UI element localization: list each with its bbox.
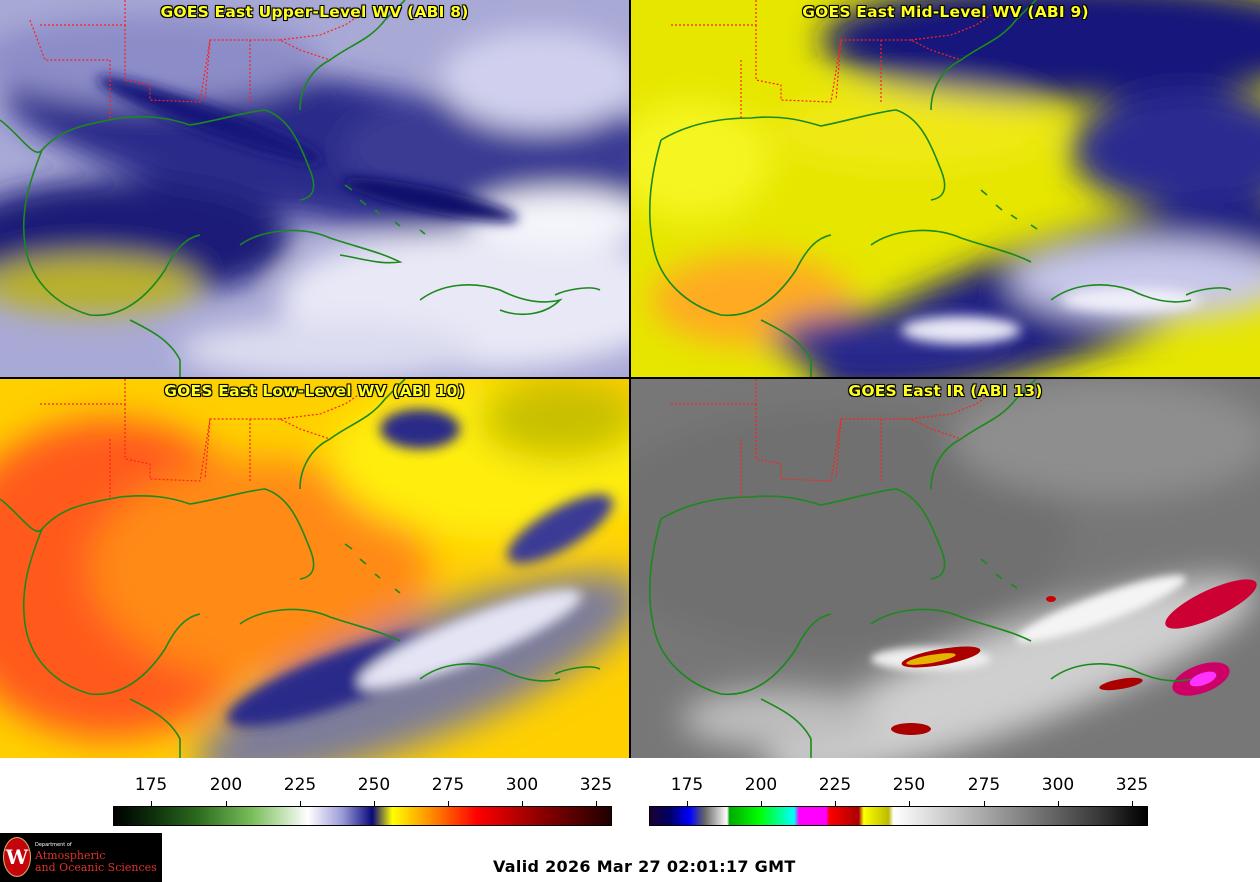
ir-tick-mark: [761, 801, 762, 806]
coastlines: [0, 0, 601, 377]
panel-ir: GOES East IR (ABI 13): [631, 379, 1260, 758]
ir-tick-mark: [687, 801, 688, 806]
ir-tick-label: 250: [892, 775, 926, 795]
wv-tick-label: 175: [134, 775, 168, 795]
coastlines: [0, 379, 601, 758]
ir-tick-label: 300: [1041, 775, 1075, 795]
ir-tick-mark: [909, 801, 910, 806]
panel-title: GOES East Low-Level WV (ABI 10): [164, 382, 465, 400]
wv-tick-label: 300: [505, 775, 539, 795]
wv-tick-mark: [522, 801, 523, 806]
wv-tick-mark: [226, 801, 227, 806]
wv-tick-mark: [300, 801, 301, 806]
ir-colorbar: [649, 806, 1148, 826]
logo-line-1: Atmospheric: [35, 849, 106, 862]
map-ir: [631, 379, 1260, 758]
panel-upper-level-wv: GOES East Upper-Level WV (ABI 8): [0, 0, 629, 377]
wv-tick-label: 325: [579, 775, 613, 795]
logo-line-2: and Oceanic Sciences: [35, 861, 157, 874]
valid-time: Valid 2026 Mar 27 02:01:17 GMT: [493, 857, 796, 876]
panel-low-level-wv: GOES East Low-Level WV (ABI 10): [0, 379, 629, 758]
wv-tick-mark: [374, 801, 375, 806]
logo-dept-text: Department of: [35, 842, 72, 848]
ir-tick-mark: [835, 801, 836, 806]
wv-tick-label: 250: [357, 775, 391, 795]
wv-colorbar: [113, 806, 612, 826]
state-borders: [40, 379, 361, 499]
wv-tick-mark: [151, 801, 152, 806]
panel-title: GOES East IR (ABI 13): [848, 382, 1043, 400]
ir-tick-mark: [1132, 801, 1133, 806]
ir-tick-mark: [1058, 801, 1059, 806]
wv-tick-label: 200: [209, 775, 243, 795]
map-mid-level-wv: [631, 0, 1260, 377]
panel-title: GOES East Mid-Level WV (ABI 9): [802, 3, 1089, 21]
map-upper-level-wv: [0, 0, 629, 377]
panel-title: GOES East Upper-Level WV (ABI 8): [160, 3, 469, 21]
state-borders: [29, 0, 361, 120]
wv-tick-mark: [448, 801, 449, 806]
coastlines: [648, 0, 1232, 377]
ir-tick-label: 275: [967, 775, 1001, 795]
panel-divider-vertical: [629, 0, 631, 758]
ir-tick-mark: [984, 801, 985, 806]
map-low-level-wv: [0, 379, 629, 758]
ir-tick-label: 225: [818, 775, 852, 795]
wv-tick-mark: [596, 801, 597, 806]
panel-mid-level-wv: GOES East Mid-Level WV (ABI 9): [631, 0, 1260, 377]
aos-logo[interactable]: W Department of Atmospheric and Oceanic …: [0, 833, 162, 882]
ir-tick-label: 325: [1115, 775, 1149, 795]
ir-tick-label: 200: [744, 775, 778, 795]
ir-tick-label: 175: [670, 775, 704, 795]
cold-cloud-tops: [891, 579, 1257, 735]
state-borders: [671, 0, 992, 120]
state-borders: [671, 379, 992, 499]
coastlines: [648, 379, 1192, 758]
wv-tick-label: 275: [431, 775, 465, 795]
uw-seal-icon: W: [3, 837, 31, 877]
panel-divider-horizontal: [0, 377, 1260, 379]
wv-tick-label: 225: [283, 775, 317, 795]
